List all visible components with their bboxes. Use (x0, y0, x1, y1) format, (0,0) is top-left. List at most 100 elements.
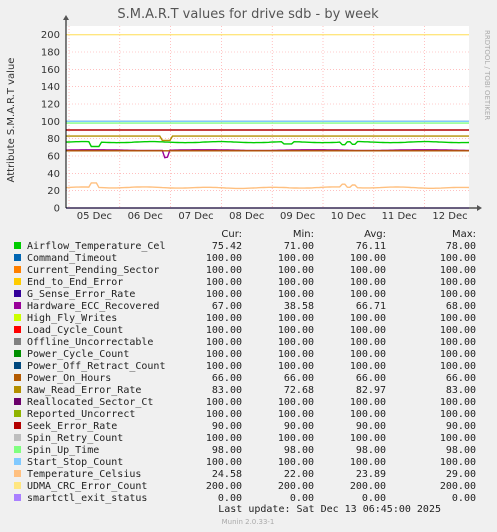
legend-series-name: G_Sense_Error_Rate (27, 289, 135, 300)
legend-cur-value: 100.00 (206, 289, 242, 300)
y-axis-label: Attribute S.M.A.R.T value (6, 58, 17, 183)
legend-max-value: 100.00 (440, 397, 476, 408)
legend-cur-value: 100.00 (206, 409, 242, 420)
legend-cur-value: 100.00 (206, 397, 242, 408)
legend-avg-value: 100.00 (350, 265, 386, 276)
legend-max-value: 78.00 (446, 241, 476, 252)
legend-cur-value: 100.00 (206, 325, 242, 336)
legend-avg-value: 100.00 (350, 289, 386, 300)
series-line-raw-read-error-rate (66, 135, 469, 142)
legend-cur-value: 24.58 (212, 469, 242, 480)
legend: Airflow_Temperature_Cel 75.42 71.00 76.11 78… (14, 241, 476, 504)
legend-min-value: 100.00 (278, 457, 314, 468)
y-tick-label: 0 (54, 204, 60, 215)
legend-series-name: Offline_Uncorrectable (27, 337, 153, 348)
legend-avg-value: 0.00 (362, 493, 386, 504)
legend-swatch (14, 362, 21, 369)
y-tick-labels: 0 20 40 60 80 100 120 140 160 180 200 (41, 30, 60, 214)
legend-cur-value: 98.00 (212, 445, 242, 456)
legend-column-header: Avg: (364, 229, 386, 240)
legend-max-value: 100.00 (440, 277, 476, 288)
legend-swatch (14, 266, 21, 273)
legend-swatch (14, 350, 21, 357)
y-tick-label: 120 (41, 100, 60, 111)
legend-min-value: 100.00 (278, 349, 314, 360)
legend-series-name: Power_Cycle_Count (27, 349, 129, 360)
x-tick-label: 07 Dec (178, 211, 213, 222)
legend-swatch (14, 398, 21, 405)
legend-swatch (14, 290, 21, 297)
legend-swatch (14, 242, 21, 249)
legend-cur-value: 90.00 (212, 421, 242, 432)
legend-avg-value: 90.00 (356, 421, 386, 432)
legend-swatch (14, 470, 21, 477)
x-axis-arrow (477, 205, 482, 211)
series-line-airflow-temperature-cel (65, 140, 470, 148)
legend-series-name: Reallocated_Sector_Ct (27, 397, 153, 408)
legend-cur-value: 200.00 (206, 481, 242, 492)
legend-cur-value: 100.00 (206, 349, 242, 360)
legend-swatch (14, 338, 21, 345)
legend-series-name: Current_Pending_Sector (27, 265, 159, 276)
legend-min-value: 100.00 (278, 253, 314, 264)
legend-series-name: End_to_End_Error (27, 277, 123, 288)
legend-min-value: 100.00 (278, 433, 314, 444)
legend-series-name: Command_Timeout (27, 253, 117, 264)
y-axis-arrow (63, 15, 69, 20)
y-tick-label: 80 (47, 134, 60, 145)
x-tick-label: 08 Dec (229, 211, 264, 222)
legend-header: Cur: Min: Avg: Max: (221, 229, 476, 240)
y-tick-label: 200 (41, 30, 60, 41)
legend-column-header: Max: (452, 229, 476, 240)
legend-series-name: Spin_Retry_Count (27, 433, 123, 444)
y-tick-label: 20 (47, 186, 60, 197)
legend-cur-value: 83.00 (212, 385, 242, 396)
legend-max-value: 200.00 (440, 481, 476, 492)
legend-series-name: Load_Cycle_Count (27, 325, 123, 336)
legend-swatch (14, 482, 21, 489)
legend-max-value: 0.00 (452, 493, 476, 504)
legend-max-value: 100.00 (440, 457, 476, 468)
legend-max-value: 100.00 (440, 337, 476, 348)
legend-cur-value: 100.00 (206, 313, 242, 324)
legend-min-value: 100.00 (278, 313, 314, 324)
legend-max-value: 29.00 (446, 469, 476, 480)
legend-max-value: 100.00 (440, 409, 476, 420)
legend-min-value: 72.68 (284, 385, 314, 396)
legend-avg-value: 100.00 (350, 325, 386, 336)
legend-cur-value: 0.00 (218, 493, 242, 504)
legend-max-value: 68.00 (446, 301, 476, 312)
y-tick-label: 100 (41, 117, 60, 128)
legend-max-value: 100.00 (440, 433, 476, 444)
legend-series-name: smartctl_exit_status (27, 493, 147, 504)
legend-cur-value: 75.42 (212, 241, 242, 252)
legend-swatch (14, 374, 21, 381)
y-tick-label: 40 (47, 169, 60, 180)
legend-series-name: High_Fly_Writes (27, 313, 117, 324)
legend-avg-value: 100.00 (350, 349, 386, 360)
legend-series-name: Start_Stop_Count (27, 457, 123, 468)
legend-min-value: 100.00 (278, 289, 314, 300)
legend-min-value: 90.00 (284, 421, 314, 432)
legend-max-value: 83.00 (446, 385, 476, 396)
legend-swatch (14, 434, 21, 441)
legend-cur-value: 66.00 (212, 373, 242, 384)
rrdtool-credit: RRDTOOL / TOBI OETIKER (483, 30, 491, 120)
legend-avg-value: 100.00 (350, 433, 386, 444)
legend-swatch (14, 422, 21, 429)
legend-max-value: 100.00 (440, 325, 476, 336)
series-lines (65, 34, 470, 209)
legend-min-value: 100.00 (278, 325, 314, 336)
legend-swatch (14, 278, 21, 285)
legend-series-name: Seek_Error_Rate (27, 421, 117, 432)
x-tick-label: 09 Dec (280, 211, 315, 222)
legend-max-value: 100.00 (440, 361, 476, 372)
x-tick-label: 06 Dec (128, 211, 163, 222)
legend-swatch (14, 302, 21, 309)
x-tick-label: 12 Dec (432, 211, 467, 222)
legend-cur-value: 100.00 (206, 433, 242, 444)
legend-cur-value: 100.00 (206, 253, 242, 264)
legend-min-value: 66.00 (284, 373, 314, 384)
